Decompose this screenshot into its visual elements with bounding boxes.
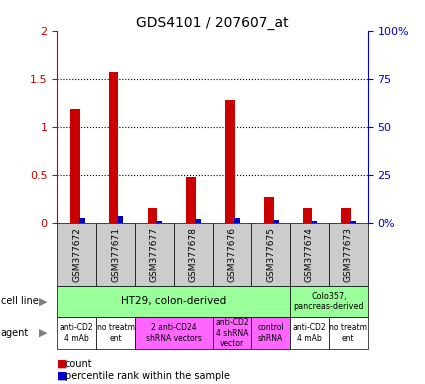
Text: ▶: ▶	[39, 296, 48, 306]
Text: cell line: cell line	[1, 296, 39, 306]
Text: Colo357,
pancreas-derived: Colo357, pancreas-derived	[294, 292, 364, 311]
Text: GSM377678: GSM377678	[189, 227, 198, 282]
Bar	[135, 317, 212, 349]
Text: GSM377676: GSM377676	[227, 227, 236, 282]
Bar	[312, 221, 317, 223]
Bar	[70, 109, 79, 223]
Title: GDS4101 / 207607_at: GDS4101 / 207607_at	[136, 16, 289, 30]
Text: 2 anti-CD24
shRNA vectors: 2 anti-CD24 shRNA vectors	[146, 323, 201, 343]
Text: anti-CD2
4 mAb: anti-CD2 4 mAb	[60, 323, 94, 343]
Bar	[96, 317, 135, 349]
Text: control
shRNA: control shRNA	[257, 323, 284, 343]
Text: agent: agent	[1, 328, 29, 338]
Bar	[225, 100, 235, 223]
Bar	[195, 219, 201, 223]
Bar	[96, 223, 135, 286]
Text: no treatm
ent: no treatm ent	[329, 323, 367, 343]
Text: percentile rank within the sample: percentile rank within the sample	[65, 371, 230, 381]
Bar	[186, 177, 196, 223]
Text: ■: ■	[57, 359, 68, 369]
Bar	[147, 208, 157, 223]
Text: GSM377672: GSM377672	[72, 227, 81, 282]
Bar	[212, 223, 251, 286]
Text: anti-CD2
4 mAb: anti-CD2 4 mAb	[293, 323, 326, 343]
Bar	[251, 223, 290, 286]
Bar	[290, 286, 368, 317]
Bar	[118, 216, 124, 223]
Bar	[57, 223, 96, 286]
Text: anti-CD2
4 shRNA
vector: anti-CD2 4 shRNA vector	[215, 318, 249, 348]
Bar	[251, 317, 290, 349]
Bar	[234, 218, 240, 223]
Text: GSM377674: GSM377674	[305, 227, 314, 282]
Bar	[350, 221, 356, 223]
Text: ■: ■	[57, 371, 68, 381]
Bar	[156, 221, 162, 223]
Bar	[329, 317, 368, 349]
Bar	[109, 72, 119, 223]
Text: ▶: ▶	[39, 328, 48, 338]
Text: GSM377677: GSM377677	[150, 227, 159, 282]
Text: no treatm
ent: no treatm ent	[96, 323, 135, 343]
Text: GSM377671: GSM377671	[111, 227, 120, 282]
Bar	[79, 218, 85, 223]
Bar	[341, 208, 351, 223]
Bar	[135, 223, 174, 286]
Text: HT29, colon-derived: HT29, colon-derived	[121, 296, 227, 306]
Bar	[57, 317, 96, 349]
Text: GSM377675: GSM377675	[266, 227, 275, 282]
Bar	[273, 220, 279, 223]
Bar	[290, 317, 329, 349]
Bar	[212, 317, 251, 349]
Bar	[57, 286, 290, 317]
Bar	[303, 208, 312, 223]
Bar	[174, 223, 212, 286]
Bar	[329, 223, 368, 286]
Text: count: count	[65, 359, 92, 369]
Text: GSM377673: GSM377673	[344, 227, 353, 282]
Bar	[290, 223, 329, 286]
Bar	[264, 197, 274, 223]
